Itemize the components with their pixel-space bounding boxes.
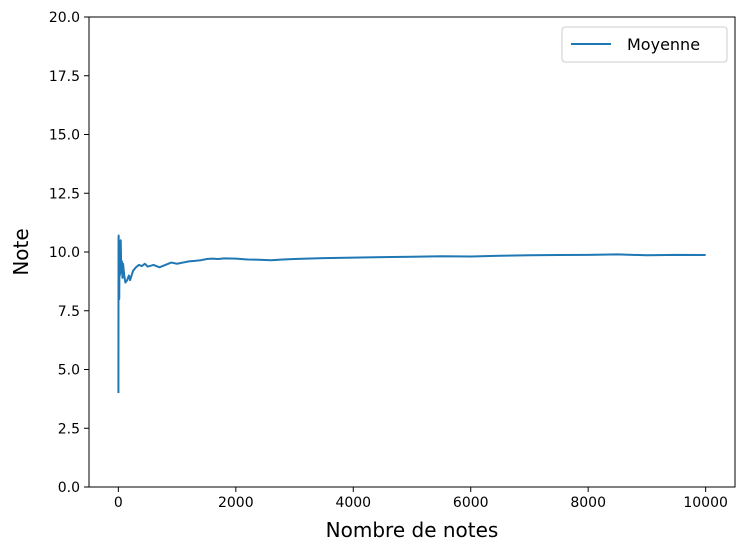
- y-tick-label: 20.0: [49, 10, 80, 26]
- y-tick-label: 17.5: [49, 69, 80, 85]
- y-tick-label: 5.0: [58, 363, 80, 379]
- plot-area: [117, 234, 706, 394]
- x-tick-label: 2000: [218, 495, 254, 511]
- y-tick-label: 10.0: [49, 245, 80, 261]
- x-tick-label: 6000: [453, 495, 489, 511]
- y-tick-label: 7.5: [58, 304, 80, 320]
- y-tick-label: 12.5: [49, 186, 80, 202]
- plot-frame: [88, 16, 736, 488]
- x-tick-label: 10000: [683, 495, 728, 511]
- y-tick-label: 0.0: [58, 480, 80, 496]
- y-axis-title: Note: [9, 228, 33, 275]
- legend: Moyenne: [561, 26, 728, 63]
- x-axis-title: Nombre de notes: [326, 518, 499, 540]
- series-line-0: [117, 234, 706, 394]
- y-tick-label: 2.5: [58, 421, 80, 437]
- legend-label: Moyenne: [627, 35, 700, 54]
- x-tick-label: 4000: [335, 495, 371, 511]
- x-tick-label: 0: [114, 495, 123, 511]
- axes: 0 2000 4000 6000 8000 10000 0.0 2.5 5.0 7.5 10.0 12…: [49, 10, 736, 511]
- legend-box: [561, 26, 728, 63]
- y-tick-label: 15.0: [49, 128, 80, 144]
- x-tick-label: 8000: [570, 495, 606, 511]
